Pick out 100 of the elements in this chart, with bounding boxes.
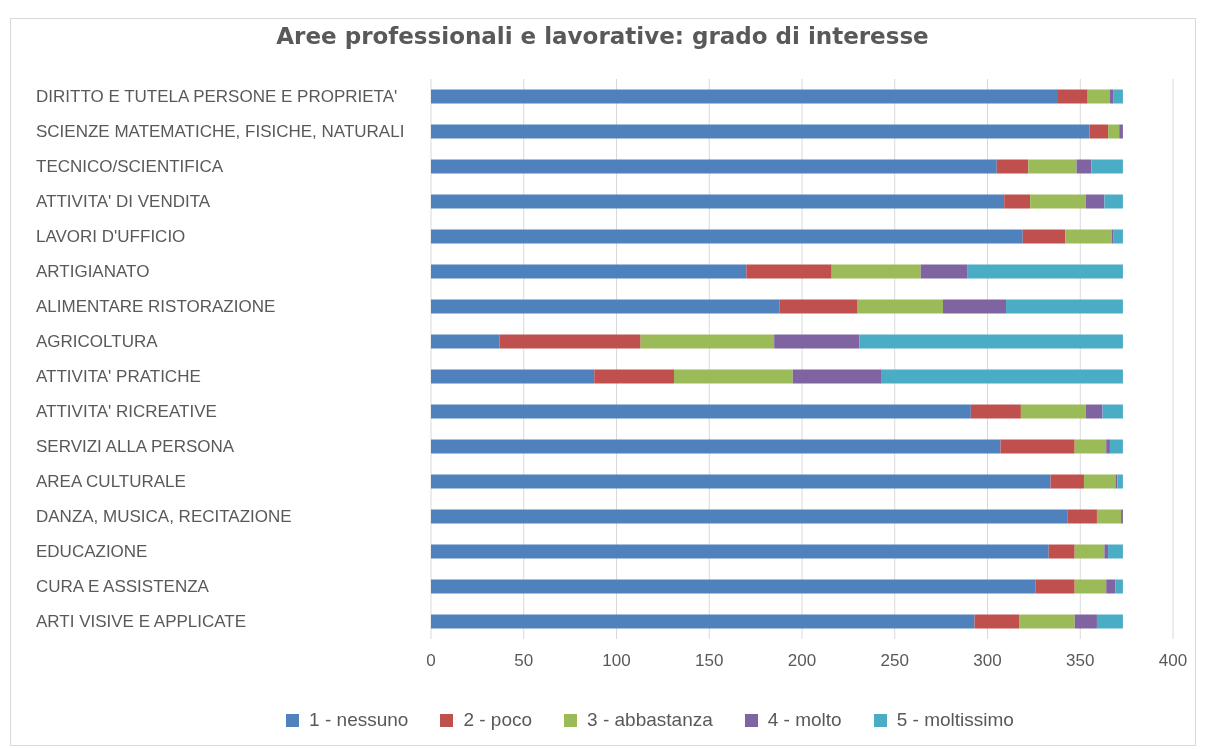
bar: [1020, 404, 1086, 419]
bar: [792, 369, 882, 384]
bar: [920, 264, 968, 279]
bar: [431, 404, 971, 419]
bar: [1057, 89, 1088, 104]
bar: [431, 299, 780, 314]
bar: [1019, 614, 1075, 629]
legend-label: 3 - abbastanza: [587, 709, 713, 730]
bar: [974, 614, 1020, 629]
bar: [1087, 89, 1110, 104]
y-tick-label: SERVIZI ALLA PERSONA: [36, 437, 235, 457]
bar: [1106, 579, 1116, 594]
bar: [1102, 404, 1123, 419]
bar: [1048, 544, 1075, 559]
legend-label: 5 - moltissimo: [896, 709, 1014, 730]
bar: [1106, 439, 1110, 454]
bar: [1104, 544, 1109, 559]
y-tick-label: AGRICOLTURA: [36, 332, 159, 352]
x-tick-label: 0: [426, 651, 436, 671]
y-tick-label: LAVORI D'UFFICIO: [36, 227, 186, 247]
bar: [1109, 89, 1114, 104]
bar: [1050, 474, 1084, 489]
bar: [594, 369, 675, 384]
bar: [431, 194, 1005, 209]
bar: [1004, 194, 1031, 209]
bar: [1006, 299, 1123, 314]
x-tick-label: 50: [514, 651, 534, 671]
bar: [1074, 439, 1107, 454]
y-tick-label: EDUCAZIONE: [36, 542, 148, 562]
bar: [1108, 124, 1120, 139]
bar: [640, 334, 775, 349]
bar: [431, 229, 1023, 244]
y-tick-label: ARTIGIANATO: [36, 262, 150, 282]
bar: [431, 614, 975, 629]
bar: [1076, 159, 1092, 174]
y-tick-label: DANZA, MUSICA, RECITAZIONE: [36, 507, 292, 527]
bar: [431, 334, 500, 349]
bar: [1085, 404, 1103, 419]
bar: [859, 334, 1123, 349]
bar: [431, 474, 1051, 489]
x-tick-label: 200: [787, 651, 817, 671]
bar: [1074, 579, 1107, 594]
bar: [1113, 229, 1123, 244]
bar: [1108, 544, 1123, 559]
bar: [996, 159, 1029, 174]
legend-label: 4 - molto: [767, 709, 842, 730]
bar: [774, 334, 860, 349]
bar: [1089, 124, 1109, 139]
bar: [1074, 544, 1105, 559]
bar: [499, 334, 641, 349]
y-tick-label: AREA CULTURALE: [36, 472, 186, 492]
x-tick-label: 400: [1158, 651, 1188, 671]
x-tick-label: 300: [973, 651, 1002, 671]
bar: [1096, 509, 1122, 524]
y-tick-label: ATTIVITA' RICREATIVE: [36, 402, 217, 422]
bar: [1119, 124, 1123, 139]
bar: [1085, 194, 1105, 209]
bar: [831, 264, 921, 279]
bar: [431, 439, 1001, 454]
y-tick-label: ARTI VISIVE E APPLICATE: [36, 612, 247, 632]
bar: [779, 299, 858, 314]
bar: [746, 264, 832, 279]
bar: [431, 369, 595, 384]
bar: [1104, 194, 1123, 209]
x-tick-label: 250: [880, 651, 909, 671]
bar: [431, 159, 997, 174]
x-tick-label: 150: [695, 651, 724, 671]
x-tick-label: 100: [602, 651, 631, 671]
y-tick-label: CURA E ASSISTENZA: [36, 577, 210, 597]
bar: [857, 299, 943, 314]
bar: [1022, 229, 1066, 244]
bar: [431, 579, 1036, 594]
y-tick-label: SCIENZE MATEMATICHE, FISICHE, NATURALI: [36, 122, 405, 142]
bar: [1113, 89, 1123, 104]
bar: [431, 124, 1090, 139]
legend-label: 1 - nessuno: [309, 709, 409, 730]
bar: [674, 369, 793, 384]
bar: [1117, 474, 1123, 489]
y-tick-label: TECNICO/SCIENTIFICA: [36, 157, 224, 177]
bar: [1035, 579, 1075, 594]
bar: [1028, 159, 1077, 174]
chart-title: Aree professionali e lavorative: grado di interesse: [275, 23, 930, 49]
bar: [942, 299, 1007, 314]
y-tick-label: ATTIVITA' PRATICHE: [36, 367, 201, 387]
bar: [1065, 229, 1112, 244]
bar: [1096, 614, 1123, 629]
x-tick-label: 350: [1066, 651, 1095, 671]
bar: [967, 264, 1123, 279]
bar: [881, 369, 1123, 384]
y-tick-label: DIRITTO E TUTELA PERSONE E PROPRIETA': [36, 87, 398, 107]
bar: [431, 509, 1068, 524]
bar: [970, 404, 1021, 419]
bar: [1074, 614, 1097, 629]
bar: [1083, 474, 1116, 489]
bar: [431, 544, 1049, 559]
bar: [1115, 579, 1123, 594]
y-tick-label: ATTIVITA' DI VENDITA: [36, 192, 211, 212]
legend-label: 2 - poco: [463, 709, 533, 730]
y-tick-label: ALIMENTARE RISTORAZIONE: [36, 297, 276, 317]
bar: [1030, 194, 1086, 209]
